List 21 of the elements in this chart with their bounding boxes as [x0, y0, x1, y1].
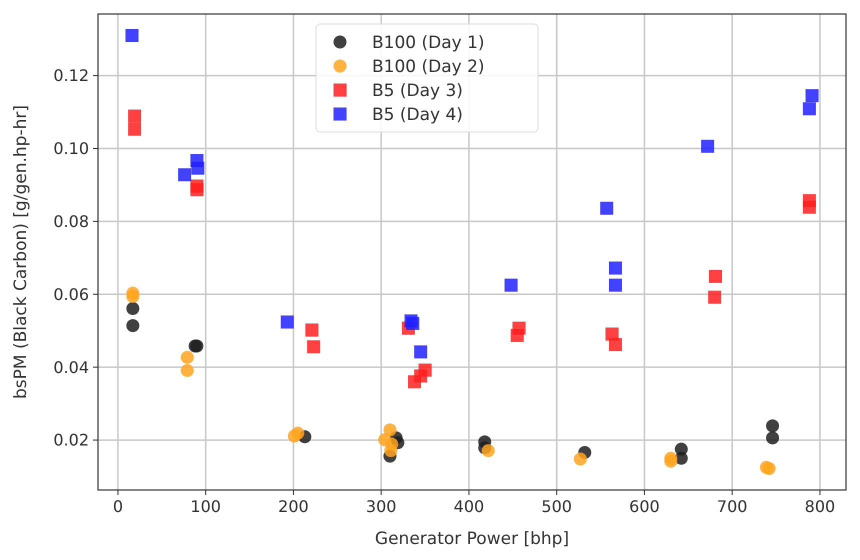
x-tick-label: 700 — [716, 497, 748, 516]
legend-label: B100 (Day 1) — [372, 32, 485, 53]
x-axis-title: Generator Power [bhp] — [374, 529, 570, 549]
legend-label: B5 (Day 3) — [372, 80, 463, 101]
legend-label: B5 (Day 4) — [372, 104, 463, 125]
y-tick-label: 0.10 — [53, 139, 89, 158]
y-tick-label: 0.02 — [53, 430, 89, 450]
x-tick-label: 500 — [541, 497, 572, 516]
x-tick-label: 800 — [804, 497, 836, 516]
x-tick-label: 600 — [629, 497, 660, 516]
y-tick-label: 0.06 — [53, 284, 89, 304]
y-tick-label: 0.08 — [53, 212, 89, 231]
y-axis-title: bsPM (Black Carbon) [g/gen.hp-hr] — [11, 105, 31, 399]
y-tick-label: 0.12 — [53, 66, 89, 86]
x-tick-label: 0 — [112, 497, 124, 516]
x-tick-label: 100 — [190, 497, 221, 516]
x-tick-label: 200 — [278, 497, 309, 516]
x-tick-label: 300 — [366, 497, 396, 516]
legend-label: B100 (Day 2) — [372, 56, 485, 77]
x-tick-label: 400 — [454, 497, 484, 516]
y-tick-label: 0.04 — [53, 358, 89, 377]
